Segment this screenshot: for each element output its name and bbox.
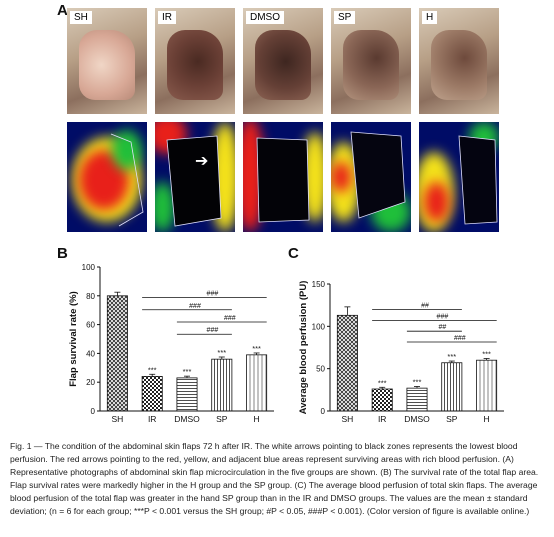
comparison-label: ### <box>224 315 236 322</box>
bar <box>406 387 428 412</box>
x-tick-label: H <box>254 414 260 424</box>
y-tick-label: 100 <box>312 322 326 331</box>
x-tick-label: SH <box>341 414 353 424</box>
y-tick-label: 0 <box>321 407 326 416</box>
y-tick-label: 40 <box>86 349 95 358</box>
x-tick-label: DMSO <box>174 414 200 424</box>
perfusion-map-sh <box>67 122 147 232</box>
flap-photo-dmso: DMSO <box>243 8 323 114</box>
y-tick-label: 0 <box>91 407 96 416</box>
perfusion-map-sp <box>331 122 411 232</box>
panel-label-c: C <box>288 245 299 262</box>
comparison-label: ### <box>437 313 449 320</box>
photo-label-sp: SP <box>334 11 356 24</box>
bar <box>246 354 268 412</box>
significance-label: *** <box>183 367 192 376</box>
bar <box>106 295 128 412</box>
photo-label-ir: IR <box>158 11 176 24</box>
panel-label-a: A <box>57 2 68 19</box>
y-tick-label: 80 <box>86 292 95 301</box>
comparison-label: ### <box>454 335 466 342</box>
flap-photo-sp: SP <box>331 8 411 114</box>
bar <box>336 314 358 412</box>
comparison-label: ## <box>439 324 447 331</box>
x-tick-label: H <box>484 414 490 424</box>
perfusion-map-dmso <box>243 122 323 232</box>
perfusion-map-h <box>419 122 499 232</box>
bar <box>141 376 163 412</box>
x-tick-label: DMSO <box>404 414 430 424</box>
significance-label: *** <box>447 352 456 361</box>
photo-label-h: H <box>422 11 438 24</box>
panel-label-b: B <box>57 245 68 262</box>
figure-caption: Fig. 1 — The condition of the abdominal … <box>10 440 546 518</box>
x-tick-label: SP <box>216 414 228 424</box>
comparison-label: ### <box>207 327 219 334</box>
x-tick-label: IR <box>378 414 387 424</box>
bar <box>371 388 393 412</box>
y-tick-label: 50 <box>316 365 325 374</box>
y-axis-title: Average blood perfusion (PU) <box>298 281 309 415</box>
significance-label: *** <box>378 378 387 387</box>
white-arrow-icon: ➔ <box>195 151 208 170</box>
y-tick-label: 100 <box>82 263 96 272</box>
x-tick-label: SH <box>111 414 123 424</box>
bar <box>176 377 198 412</box>
flap-photo-ir: IR <box>155 8 235 114</box>
y-axis-title: Flap survival rate (%) <box>68 291 79 387</box>
y-tick-label: 150 <box>312 280 326 289</box>
comparison-label: ### <box>207 291 219 298</box>
y-tick-label: 20 <box>86 378 95 387</box>
bar <box>441 362 463 412</box>
caption-text: Fig. 1 — The condition of the abdominal … <box>10 441 539 516</box>
flap-photo-h: H <box>419 8 499 114</box>
comparison-label: ### <box>189 303 201 310</box>
bar <box>211 358 233 412</box>
significance-label: *** <box>217 348 226 357</box>
significance-label: *** <box>482 350 491 359</box>
photo-label-sh: SH <box>70 11 92 24</box>
significance-label: *** <box>252 344 261 353</box>
x-tick-label: SP <box>446 414 458 424</box>
bar <box>476 359 498 412</box>
significance-label: *** <box>148 365 157 374</box>
perfusion-map-ir: ➔ <box>155 122 235 232</box>
photo-label-dmso: DMSO <box>246 11 284 24</box>
significance-label: *** <box>413 377 422 386</box>
flap-photo-sh: SH <box>67 8 147 114</box>
chart-flap-survival: 0 20 40 60 80 100 Flap survival rate (%) SH IR **… <box>68 263 274 424</box>
comparison-label: ## <box>421 303 429 310</box>
y-tick-label: 60 <box>86 321 95 330</box>
x-tick-label: IR <box>148 414 157 424</box>
